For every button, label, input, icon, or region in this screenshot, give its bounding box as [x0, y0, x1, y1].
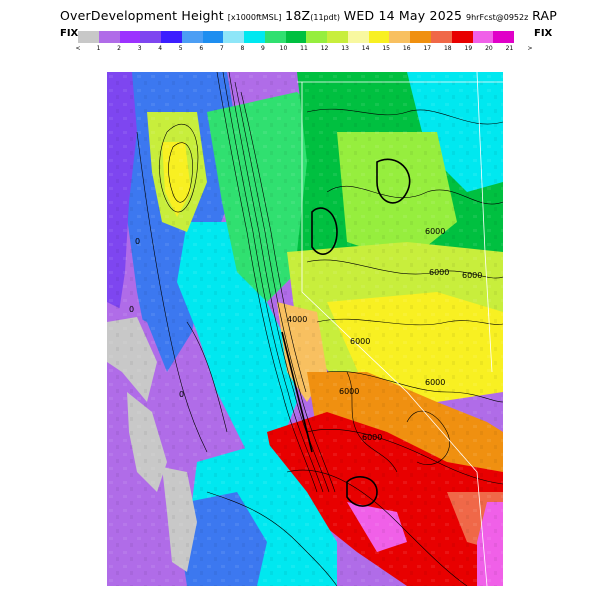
colorbar-fix-right-label: FIX	[534, 28, 553, 39]
chart-title: OverDevelopment Height [x1000ftMSL] 18Z(…	[60, 8, 600, 24]
color-swatch	[410, 31, 432, 43]
contour-line	[240, 91, 307, 393]
colorbar-tick-label: 6	[199, 45, 204, 52]
colorbar-tick-label: 2	[117, 45, 121, 52]
state-boundary-nv-ut	[476, 72, 493, 373]
colorbar-tick-label: 16	[402, 45, 411, 52]
contour-line	[159, 123, 199, 213]
color-swatch	[244, 31, 265, 43]
contour-line	[186, 321, 228, 433]
contour-line	[216, 72, 318, 493]
contour-line	[136, 131, 208, 453]
colorbar-fix-left-label: FIX	[60, 28, 79, 39]
state-boundaries	[297, 72, 503, 586]
colorbar-tick-label: 7	[219, 45, 224, 52]
contour-label: 0	[135, 237, 140, 246]
contour-labels: 6000 6000 6000 6000 6000 6000 6000 4000 0 0 0	[129, 227, 482, 442]
thick-contour-lines	[281, 158, 411, 507]
color-swatch	[368, 31, 390, 43]
contour-label: 6000	[362, 433, 382, 442]
color-swatch	[493, 31, 515, 43]
contour-label: 0	[129, 305, 134, 314]
colorbar-tick-label: <	[75, 45, 81, 52]
state-boundary-ca-nv	[301, 82, 488, 586]
colorbar-tick-label: 20	[485, 45, 493, 52]
colorbar-tick-label: 3	[137, 45, 142, 52]
contour-label: 6000	[425, 378, 445, 387]
color-swatch	[119, 31, 141, 43]
colorbar-tick-label: 12	[320, 45, 329, 52]
color-swatch	[389, 31, 411, 43]
title-units: [x1000ftMSL]	[227, 13, 282, 22]
title-forecast: 9hrFcst@0952z	[466, 13, 529, 22]
title-run-time: 18Z	[285, 8, 311, 23]
color-swatch	[264, 31, 286, 43]
color-swatch	[431, 31, 452, 43]
contour-label: 6000	[339, 387, 359, 396]
color-swatch	[161, 31, 182, 43]
contour-line	[234, 81, 336, 493]
color-swatch	[140, 31, 162, 43]
contour-label: 6000	[462, 271, 482, 280]
title-field-name: OverDevelopment Height	[60, 8, 224, 23]
contour-line	[346, 371, 398, 473]
colorbar-tick-label: 15	[382, 45, 390, 52]
colorbar-tick-label: 8	[240, 45, 245, 52]
map-panel: 6000 6000 6000 6000 6000 6000 6000 4000 0 0 0	[107, 72, 503, 586]
title-date: WED 14 May 2025	[343, 8, 463, 23]
contour-line	[316, 318, 503, 326]
thick-contour-line	[346, 476, 378, 507]
color-swatch	[78, 31, 99, 43]
contour-label: 0	[179, 390, 184, 399]
texture-overlay	[107, 72, 503, 586]
contour-line	[306, 108, 503, 125]
colorbar-tick-label: 14	[361, 45, 370, 52]
colorbar-tick-label: 13	[341, 45, 349, 52]
colorbar-tick-label: 1	[96, 45, 101, 52]
thick-contour-line	[281, 331, 313, 453]
title-model: RAP	[532, 8, 558, 23]
colorbar-tick-label: 11	[300, 45, 308, 52]
contour-line	[306, 429, 503, 485]
color-swatch	[98, 31, 120, 43]
contour-line	[206, 491, 338, 586]
color-swatch	[472, 31, 494, 43]
color-scale-bar	[78, 31, 515, 43]
colorbar-tick-label: 10	[279, 45, 288, 52]
color-swatch	[306, 31, 328, 43]
weather-map: 6000 6000 6000 6000 6000 6000 6000 4000 0 0 0	[107, 72, 503, 586]
contour-line	[326, 371, 503, 403]
contour-line	[326, 186, 503, 205]
colorbar-tick-label: 21	[505, 45, 514, 52]
contour-line	[306, 259, 503, 279]
color-swatch	[223, 31, 245, 43]
color-swatch	[285, 31, 307, 43]
contour-label: 6000	[425, 227, 445, 236]
colorbar-tick-label: 18	[443, 45, 452, 52]
colorbar-tick-label: 19	[464, 45, 473, 52]
color-swatch	[327, 31, 348, 43]
color-swatch	[181, 31, 203, 43]
thick-contour-line	[311, 207, 338, 255]
color-scale-ticks: <1 2 3 4 5 6 7 8 9 10 11 12 13 14 15 16 17 18 19 20 21 >	[70, 45, 538, 55]
contour-line	[168, 142, 193, 203]
colorbar-tick-label: >	[527, 45, 533, 52]
color-swatch	[202, 31, 224, 43]
color-swatch	[347, 31, 369, 43]
color-swatch	[451, 31, 473, 43]
contour-line	[286, 469, 468, 586]
contour-line	[222, 72, 324, 493]
contour-label: 6000	[429, 268, 449, 277]
contour-label: 6000	[350, 337, 370, 346]
contour-label: 4000	[287, 315, 307, 324]
colorbar-tick-label: 5	[178, 45, 183, 52]
colorbar-tick-label: 4	[158, 45, 163, 52]
thick-contour-line	[376, 158, 411, 204]
colorbar-tick-label: 9	[260, 45, 265, 52]
title-run-local: (11pdt)	[310, 13, 340, 22]
colorbar-tick-label: 17	[423, 45, 432, 52]
